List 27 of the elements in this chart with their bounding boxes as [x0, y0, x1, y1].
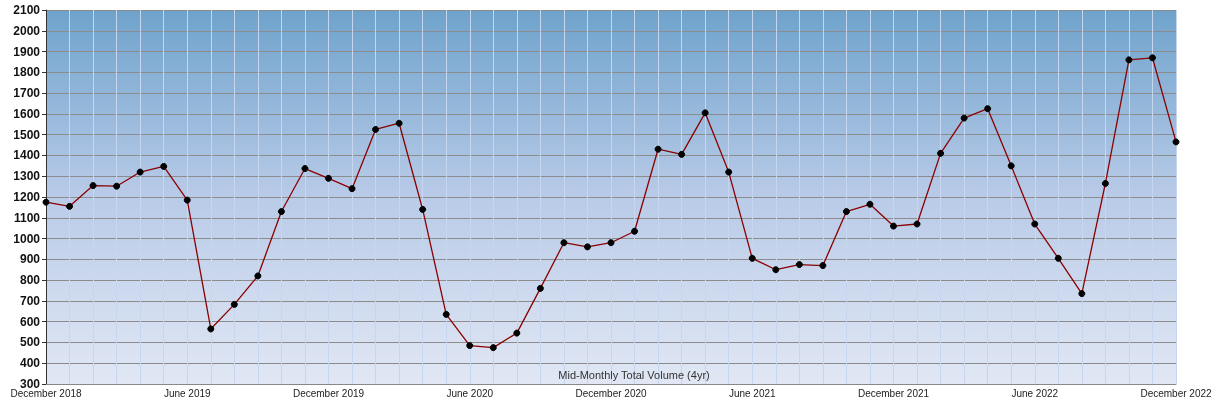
x-tick-label: June 2021 — [728, 387, 777, 399]
x-tick-label: June 2020 — [446, 387, 494, 399]
y-tick-label: 900 — [19, 252, 41, 267]
x-tick-label: June 2022 — [1011, 387, 1059, 399]
y-tick-label: 400 — [19, 356, 41, 371]
text: Mid-Monthly Total Volume (4yr) — [558, 368, 710, 381]
x-tick-label: December 2022 — [1140, 387, 1213, 399]
x-tick-label: December 2020 — [575, 387, 648, 399]
y-tick-label: 700 — [19, 293, 41, 308]
y-tick-label: 1200 — [13, 190, 41, 204]
y-tick-label: 1100 — [13, 210, 41, 225]
y-tick-label: 1500 — [13, 127, 41, 142]
y-tick-label: 600 — [19, 314, 41, 329]
y-tick-label: 2000 — [13, 23, 41, 38]
x-tick-label: December 2021 — [857, 387, 930, 399]
y-tick-label: 1800 — [13, 65, 41, 80]
y-tick-label: 1700 — [13, 86, 41, 101]
x-tick-label: June 2019 — [163, 387, 212, 399]
x-tick-label: December 2019 — [292, 387, 365, 399]
y-tick-label: 500 — [19, 335, 41, 350]
y-tick-label: 800 — [19, 273, 41, 288]
y-tick-label: 1900 — [13, 44, 41, 59]
y-tick-label: 1600 — [13, 106, 41, 121]
y-tick-label: 1000 — [13, 231, 41, 246]
y-tick-label: 1400 — [13, 148, 41, 163]
y-tick-label: 2100 — [13, 3, 41, 17]
y-tick-label: 1300 — [13, 169, 41, 184]
